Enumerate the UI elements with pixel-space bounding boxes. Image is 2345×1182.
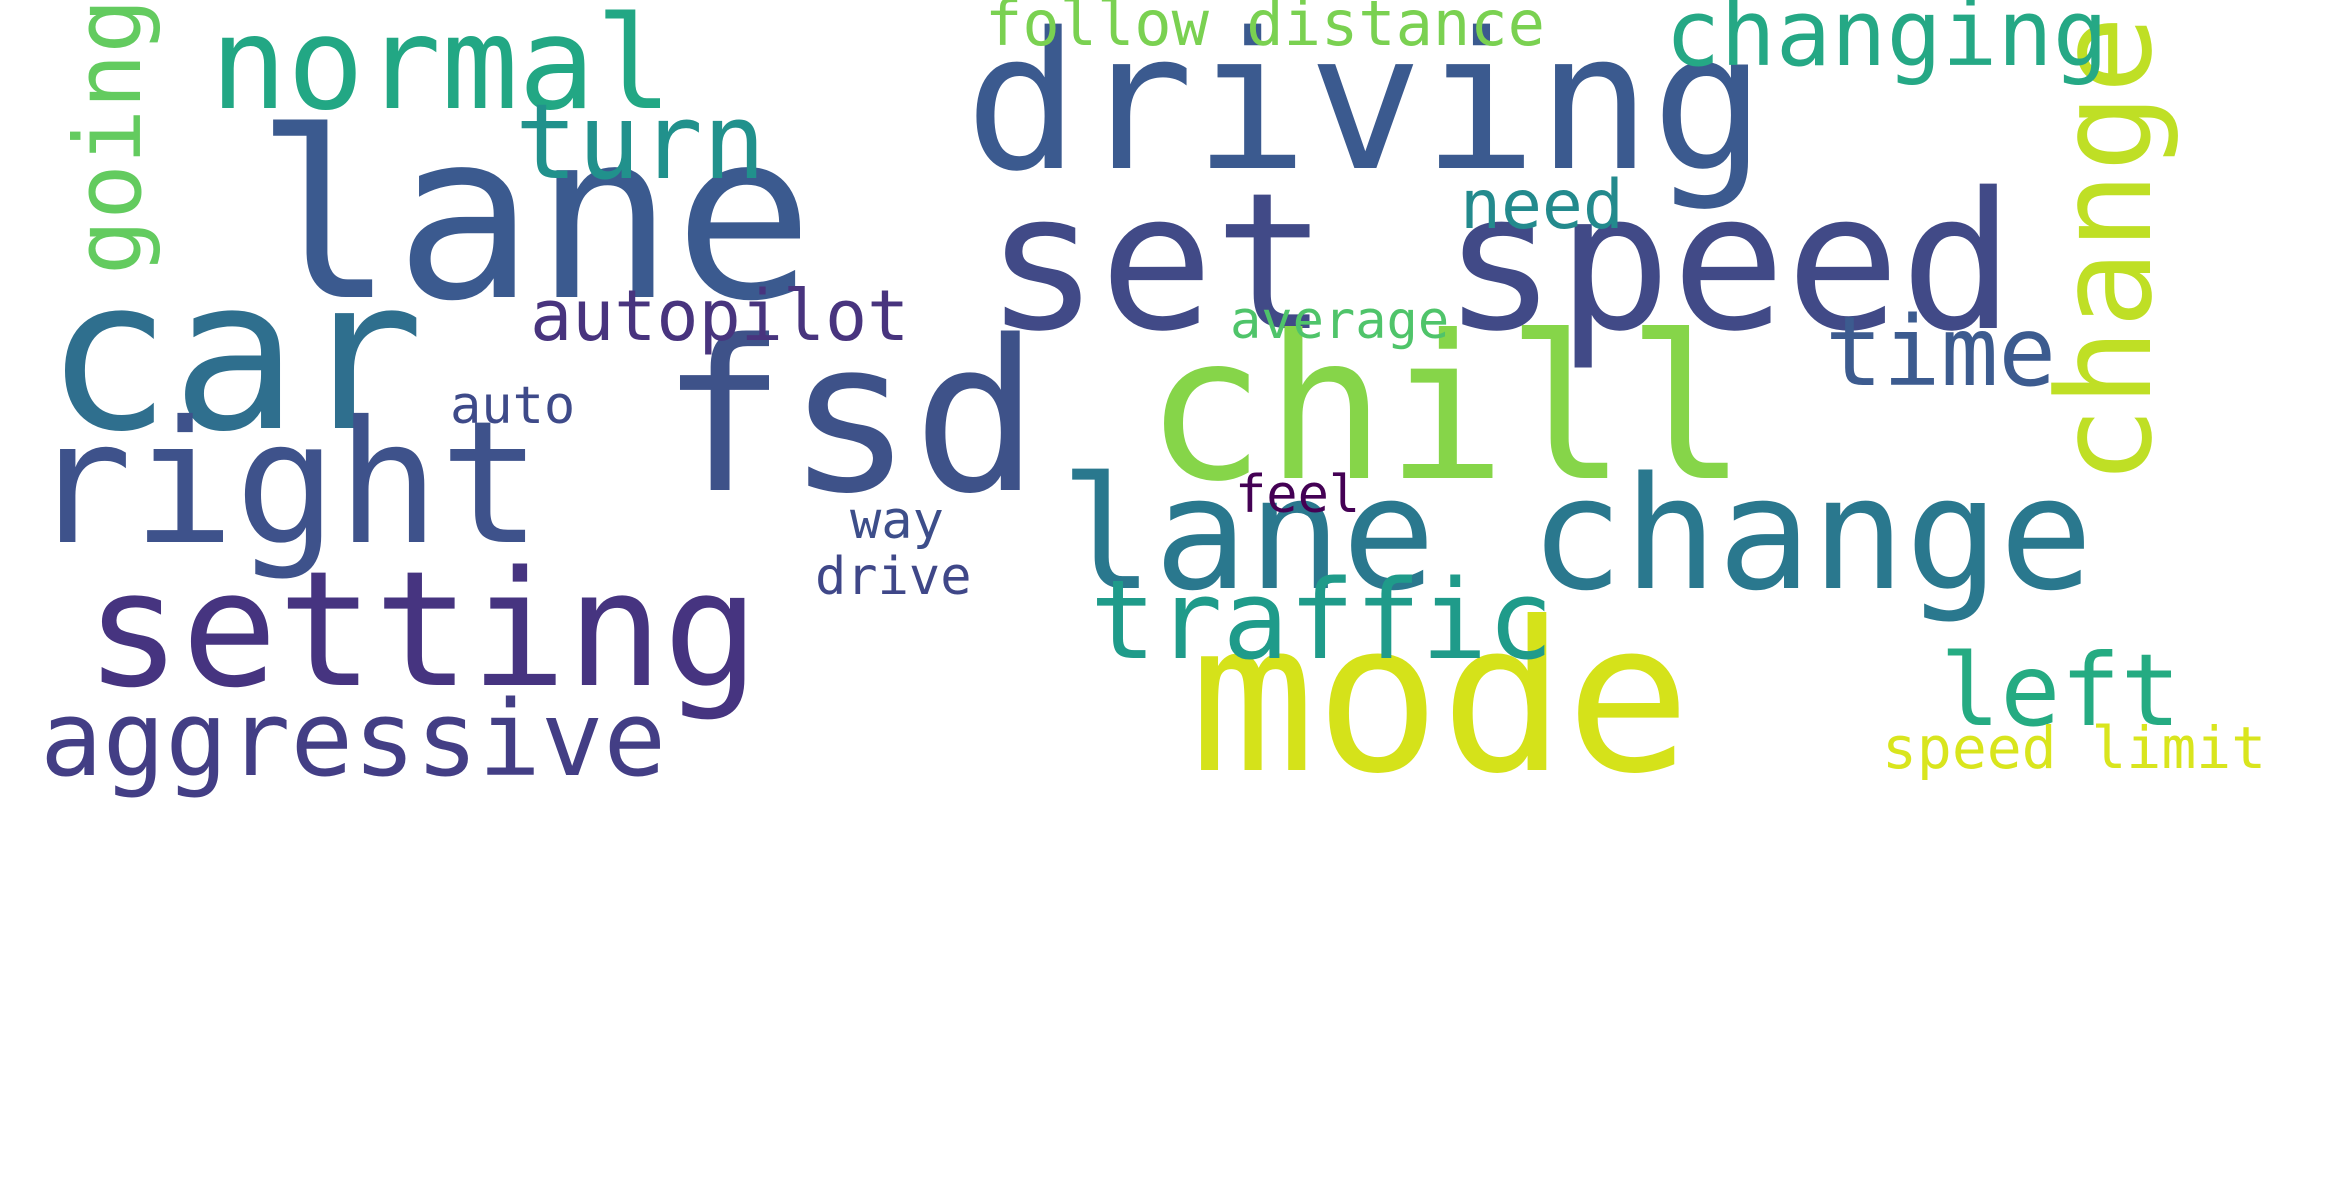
word-change: change <box>2029 15 2181 485</box>
word-feel: feel <box>1235 465 1360 525</box>
word-changing: changing <box>1665 0 2108 87</box>
word-going: going <box>55 0 162 275</box>
word-fsd: fsd <box>660 295 1039 540</box>
word-way: way <box>850 491 944 551</box>
word-need: need <box>1460 166 1624 245</box>
word-follow-distance: follow distance <box>985 0 1545 60</box>
word-lane-change: lane change <box>1060 443 2093 625</box>
word-chill: chill <box>1145 293 1747 526</box>
word-speed-limit: speed limit <box>1882 714 2266 782</box>
word-turn: turn <box>515 81 765 203</box>
word-car: car <box>45 233 424 478</box>
word-mode: mode <box>1190 578 1691 820</box>
word-normal: normal <box>210 0 672 139</box>
word-lane: lane <box>255 82 814 352</box>
word-aggressive: aggressive <box>40 678 666 800</box>
word-auto: auto <box>450 376 575 436</box>
word-drive: drive <box>815 547 972 607</box>
word-traffic: traffic <box>1090 556 1554 684</box>
word-left: left <box>1940 632 2181 749</box>
word-setting: setting <box>85 536 759 723</box>
word-driving: driving <box>965 0 1766 213</box>
word-time: time <box>1825 296 2056 408</box>
word-right: right <box>30 385 542 583</box>
word-average: average <box>1230 291 1449 351</box>
word-set-speed: set speed <box>985 152 2015 373</box>
word-autopilot: autopilot <box>530 275 909 357</box>
